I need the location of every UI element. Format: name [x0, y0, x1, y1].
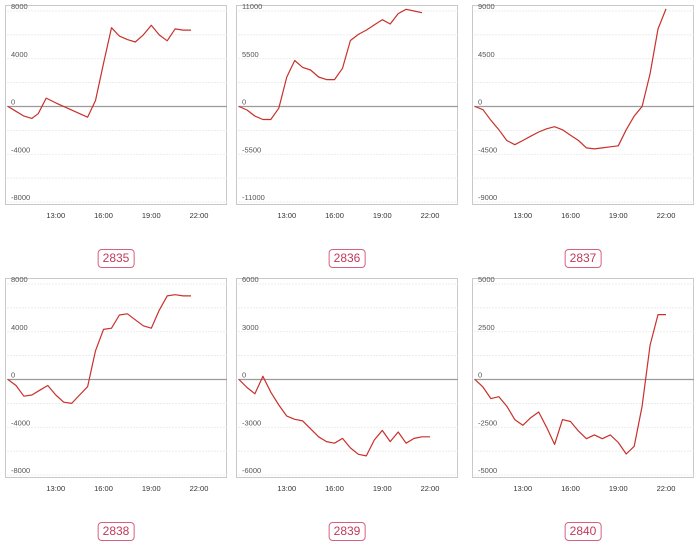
x-tick-label: 16:00	[94, 484, 113, 493]
plot-area: 5000 2500 0 -2500 -5000 13:00 16:00 19:00 22:00	[472, 275, 694, 493]
y-tick-label: -8000	[11, 193, 30, 202]
chart-label-badge: 2835	[97, 249, 135, 268]
x-tick-label: 13:00	[513, 211, 532, 220]
x-tick-label: 22:00	[421, 484, 440, 493]
y-tick-label: 4000	[11, 323, 28, 332]
series-line	[238, 8, 423, 121]
line-chart-2838: 8000 4000 0 -4000 -8000 13:00 16:00 19:00 22:00	[7, 275, 227, 493]
y-tick-label: -8000	[11, 466, 30, 475]
y-tick-label: -6000	[242, 466, 261, 475]
y-tick-label: 0	[478, 371, 482, 380]
y-tick-label: -5500	[242, 145, 261, 154]
y-tick-label: 0	[242, 371, 246, 380]
x-tick-label: 13:00	[46, 484, 65, 493]
y-tick-label: -5000	[478, 466, 497, 475]
y-tick-label: 4000	[11, 50, 28, 59]
y-tick-label: 5500	[242, 50, 259, 59]
x-tick-label: 22:00	[190, 484, 209, 493]
x-tick-label: 22:00	[657, 211, 676, 220]
chart-panel-2838: 8000 4000 0 -4000 -8000 13:00 16:00 19:00 22:00 …	[5, 275, 227, 541]
line-chart-2836: 11000 5500 0 -5500 -11000 13:00 16:00 19:00 22:0…	[238, 2, 458, 220]
chart-label-badge: 2838	[97, 522, 135, 541]
series-line	[7, 294, 191, 405]
line-chart-2839: 6000 3000 0 -3000 -6000 13:00 16:00 19:00 22:00	[238, 275, 458, 493]
y-tick-label: -3000	[242, 418, 261, 427]
y-tick-label: 5000	[478, 275, 495, 284]
x-tick-label: 19:00	[373, 211, 392, 220]
line-chart-2840: 5000 2500 0 -2500 -5000 13:00 16:00 19:00 22:00	[474, 275, 694, 493]
x-tick-label: 22:00	[190, 211, 209, 220]
chart-label-badge: 2839	[328, 522, 366, 541]
x-tick-label: 16:00	[325, 484, 344, 493]
y-tick-label: 0	[242, 98, 246, 107]
series-line	[238, 375, 430, 457]
y-tick-label: 0	[11, 371, 15, 380]
x-tick-label: 13:00	[513, 484, 532, 493]
x-tick-label: 13:00	[277, 211, 296, 220]
y-tick-label: 3000	[242, 323, 259, 332]
chart-label-badge: 2840	[564, 522, 602, 541]
chart-label-badge: 2837	[564, 249, 602, 268]
plot-area: 11000 5500 0 -5500 -11000 13:00 16:00 19:00 22:0…	[236, 2, 458, 220]
x-tick-label: 16:00	[325, 211, 344, 220]
y-tick-label: 8000	[11, 2, 28, 11]
x-tick-label: 16:00	[94, 211, 113, 220]
series-line	[7, 24, 191, 120]
y-tick-label: -4000	[11, 418, 30, 427]
x-tick-label: 13:00	[277, 484, 296, 493]
y-tick-label: -9000	[478, 193, 497, 202]
y-tick-label: -4000	[11, 145, 30, 154]
x-tick-label: 16:00	[561, 484, 580, 493]
y-tick-label: 4500	[478, 50, 495, 59]
x-tick-label: 19:00	[609, 211, 628, 220]
chart-label-badge: 2836	[328, 249, 366, 268]
plot-area: 9000 4500 0 -4500 -9000 13:00 16:00 19:00 22:00	[472, 2, 694, 220]
y-tick-label: 0	[478, 98, 482, 107]
x-tick-label: 22:00	[421, 211, 440, 220]
line-chart-2837: 9000 4500 0 -4500 -9000 13:00 16:00 19:00 22:00	[474, 2, 694, 220]
chart-panel-2836: 11000 5500 0 -5500 -11000 13:00 16:00 19:00 22:0…	[236, 2, 458, 268]
series-line	[474, 313, 666, 455]
plot-area: 6000 3000 0 -3000 -6000 13:00 16:00 19:00 22:00	[236, 275, 458, 493]
x-tick-label: 13:00	[46, 211, 65, 220]
y-tick-label: -4500	[478, 145, 497, 154]
x-tick-label: 19:00	[609, 484, 628, 493]
y-tick-label: 6000	[242, 275, 259, 284]
y-tick-label: 0	[11, 98, 15, 107]
y-tick-label: 2500	[478, 323, 495, 332]
y-tick-label: -11000	[242, 193, 265, 202]
chart-panel-2837: 9000 4500 0 -4500 -9000 13:00 16:00 19:00 22:00 …	[472, 2, 694, 268]
chart-panel-2839: 6000 3000 0 -3000 -6000 13:00 16:00 19:00 22:00 …	[236, 275, 458, 541]
y-tick-label: 9000	[478, 2, 495, 11]
plot-area: 8000 4000 0 -4000 -8000 13:00 16:00 19:00 22:00	[5, 2, 227, 220]
y-tick-label: -2500	[478, 418, 497, 427]
chart-panel-2840: 5000 2500 0 -2500 -5000 13:00 16:00 19:00 22:00 …	[472, 275, 694, 541]
y-tick-label: 8000	[11, 275, 28, 284]
x-tick-label: 19:00	[142, 211, 161, 220]
y-tick-label: 11000	[242, 2, 262, 11]
x-tick-label: 22:00	[657, 484, 676, 493]
x-tick-label: 16:00	[561, 211, 580, 220]
x-tick-label: 19:00	[142, 484, 161, 493]
plot-area: 8000 4000 0 -4000 -8000 13:00 16:00 19:00 22:00	[5, 275, 227, 493]
chart-panel-2835: 8000 4000 0 -4000 -8000 13:00 16:00 19:00 22:00 …	[5, 2, 227, 268]
x-tick-label: 19:00	[373, 484, 392, 493]
series-line	[474, 8, 667, 150]
line-chart-2835: 8000 4000 0 -4000 -8000 13:00 16:00 19:00 22:00	[7, 2, 227, 220]
